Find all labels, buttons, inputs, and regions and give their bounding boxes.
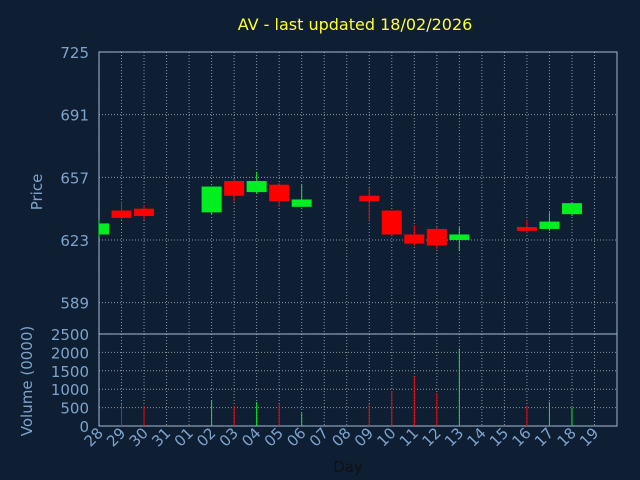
- candle-body: [111, 210, 132, 218]
- price-tick-label: 725: [60, 44, 89, 62]
- price-axis-title: Price: [28, 174, 46, 211]
- candle-body: [426, 228, 447, 246]
- volume-tick-label: 500: [60, 400, 89, 418]
- candle-body: [246, 181, 267, 193]
- volume-tick-label: 2500: [51, 326, 89, 344]
- candle-body: [381, 210, 402, 235]
- x-axis: 2829303101020304050607080910111213141516…: [81, 424, 603, 450]
- candle-body: [224, 181, 245, 196]
- volume-tick-label: 1000: [51, 381, 89, 399]
- price-tick-label: 691: [60, 107, 89, 125]
- candle-body: [449, 234, 470, 240]
- chart-title: AV - last updated 18/02/2026: [238, 15, 473, 34]
- volume-axis-title: Volume (0000): [18, 326, 36, 436]
- volume-tick-label: 0: [79, 418, 89, 436]
- price-tick-label: 623: [60, 232, 89, 250]
- volume-tick-label: 2000: [51, 344, 89, 362]
- candle-body: [269, 184, 290, 202]
- price-tick-label: 657: [60, 169, 89, 187]
- x-axis-title: Day: [333, 458, 363, 476]
- price-panel: 725 691 657 623 589: [60, 44, 618, 335]
- volume-tick-label: 1500: [51, 363, 89, 381]
- candle-body: [539, 221, 560, 229]
- candle-body: [134, 208, 155, 217]
- candle-body: [404, 234, 425, 244]
- candle-body: [561, 203, 582, 215]
- candle-body: [99, 223, 109, 235]
- candle-body: [359, 195, 380, 202]
- candle-body: [516, 227, 537, 231]
- price-tick-label: 589: [60, 295, 89, 313]
- candle-body: [201, 186, 222, 213]
- candle-body: [291, 199, 312, 207]
